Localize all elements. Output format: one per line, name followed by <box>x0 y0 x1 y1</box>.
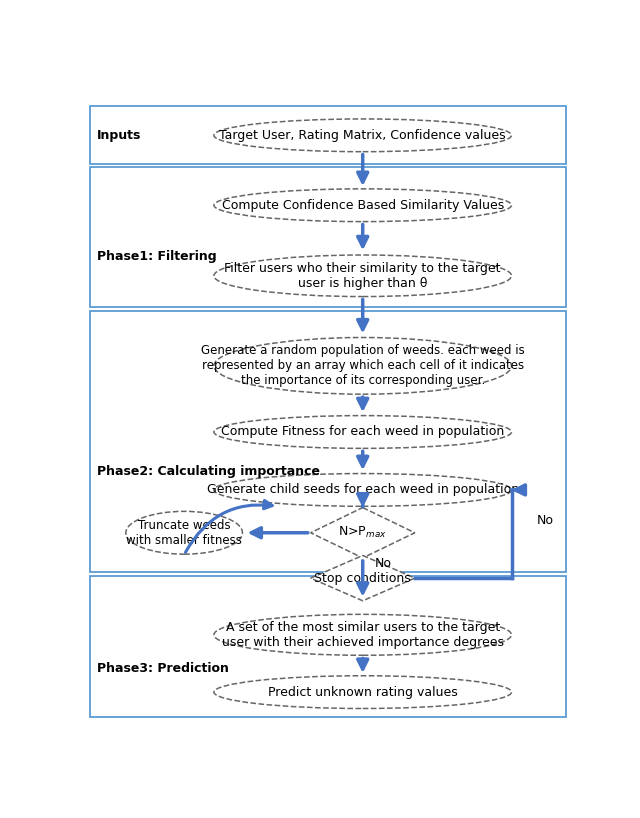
Text: N>P$_{max}$: N>P$_{max}$ <box>339 525 387 541</box>
Text: Phase2: Calculating importance: Phase2: Calculating importance <box>97 465 321 478</box>
Ellipse shape <box>214 338 511 394</box>
Ellipse shape <box>214 189 511 222</box>
Polygon shape <box>310 555 415 600</box>
Text: No: No <box>375 557 392 570</box>
Ellipse shape <box>214 614 511 655</box>
Text: No: No <box>536 514 554 527</box>
Text: Target User, Rating Matrix, Confidence values: Target User, Rating Matrix, Confidence v… <box>220 128 506 142</box>
Ellipse shape <box>214 119 511 151</box>
Polygon shape <box>310 507 415 558</box>
Text: Inputs: Inputs <box>97 128 141 142</box>
Text: Generate a random population of weeds. each weed is
represented by an array whic: Generate a random population of weeds. e… <box>201 344 525 388</box>
Ellipse shape <box>126 511 243 554</box>
Text: Truncate weeds
with smaller fitness: Truncate weeds with smaller fitness <box>126 519 242 546</box>
Text: Predict unknown rating values: Predict unknown rating values <box>268 685 458 699</box>
Text: Phase1: Filtering: Phase1: Filtering <box>97 250 217 263</box>
Ellipse shape <box>214 676 511 708</box>
Text: Generate child seeds for each weed in population: Generate child seeds for each weed in po… <box>207 483 519 497</box>
Text: Stop conditions: Stop conditions <box>314 572 411 585</box>
Ellipse shape <box>214 416 511 448</box>
Text: A set of the most similar users to the target
user with their achieved importanc: A set of the most similar users to the t… <box>221 621 504 649</box>
Text: Compute Confidence Based Similarity Values: Compute Confidence Based Similarity Valu… <box>221 199 504 212</box>
Text: Filter users who their similarity to the target
user is higher than θ: Filter users who their similarity to the… <box>225 262 501 290</box>
Ellipse shape <box>214 474 511 506</box>
Text: Phase3: Prediction: Phase3: Prediction <box>97 662 229 675</box>
Ellipse shape <box>214 255 511 297</box>
Text: Compute Fitness for each weed in population: Compute Fitness for each weed in populat… <box>221 425 504 438</box>
